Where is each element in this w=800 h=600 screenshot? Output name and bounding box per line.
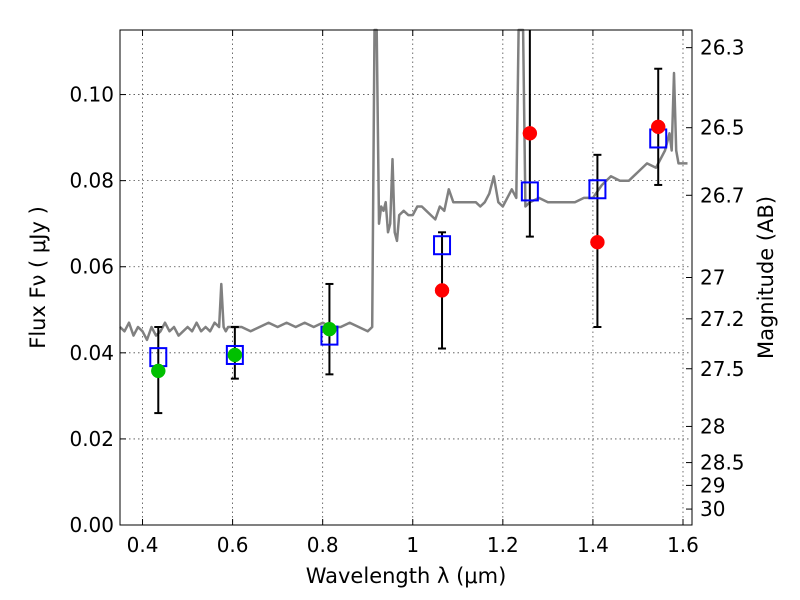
measurement-marker xyxy=(650,119,666,135)
x-tick-label: 0.4 xyxy=(127,533,159,557)
measurement-marker xyxy=(522,126,538,141)
magnitude-tick-label: 27.2 xyxy=(700,307,745,331)
magnitude-tick-label: 26.5 xyxy=(700,116,745,140)
y-tick-label: 0.02 xyxy=(69,427,114,451)
x-tick-label: 1.6 xyxy=(667,533,699,557)
magnitude-tick-label: 27 xyxy=(700,266,725,290)
magnitude-tick-label: 28 xyxy=(700,414,725,438)
spectrum-line-group xyxy=(119,28,688,342)
model-photometry-marker xyxy=(588,179,607,200)
detection-marker xyxy=(151,363,166,379)
x-tick-label: 1.2 xyxy=(487,533,519,557)
x-tick-label: 1 xyxy=(406,533,419,557)
x-axis-ticks: 0.4 0.6 0.8 1 1.2 1.4 1.6 xyxy=(127,30,699,557)
y-tick-label: 0.08 xyxy=(69,169,114,193)
spectrum-line xyxy=(119,28,688,342)
magnitude-tick-label: 30 xyxy=(700,497,725,521)
magnitude-tick-label: 26.7 xyxy=(700,183,745,207)
x-tick-label: 0.8 xyxy=(307,533,339,557)
measurement-marker xyxy=(590,234,605,250)
magnitude-tick-label: 27.5 xyxy=(700,357,745,381)
magnitude-tick-label: 29 xyxy=(700,473,725,497)
model-photometry-marker xyxy=(225,344,244,365)
y-tick-label: 0.06 xyxy=(69,255,114,279)
y-tick-label: 0.04 xyxy=(69,341,114,365)
y-axis-label: Flux Fν ( μJy ) xyxy=(26,206,50,349)
magnitude-axis-label: Magnitude (AB) xyxy=(754,196,778,359)
y-tick-label: 0.10 xyxy=(69,83,114,107)
measurement-marker xyxy=(434,283,450,298)
x-tick-label: 0.6 xyxy=(217,533,249,557)
x-tick-label: 1.4 xyxy=(577,533,609,557)
model-photometry-marker xyxy=(520,181,539,202)
marker-group xyxy=(149,119,668,379)
detection-marker xyxy=(227,347,243,363)
model-photometry-marker xyxy=(433,235,452,256)
magnitude-tick-label: 28.5 xyxy=(700,451,745,475)
y-axis-ticks: 0.00 0.02 0.04 0.06 0.08 0.10 xyxy=(69,83,126,537)
magnitude-tick-label: 26.3 xyxy=(700,36,745,60)
x-axis-label: Wavelength λ (μm) xyxy=(306,564,507,588)
y-tick-label: 0.00 xyxy=(69,513,114,537)
detection-marker xyxy=(322,321,337,337)
